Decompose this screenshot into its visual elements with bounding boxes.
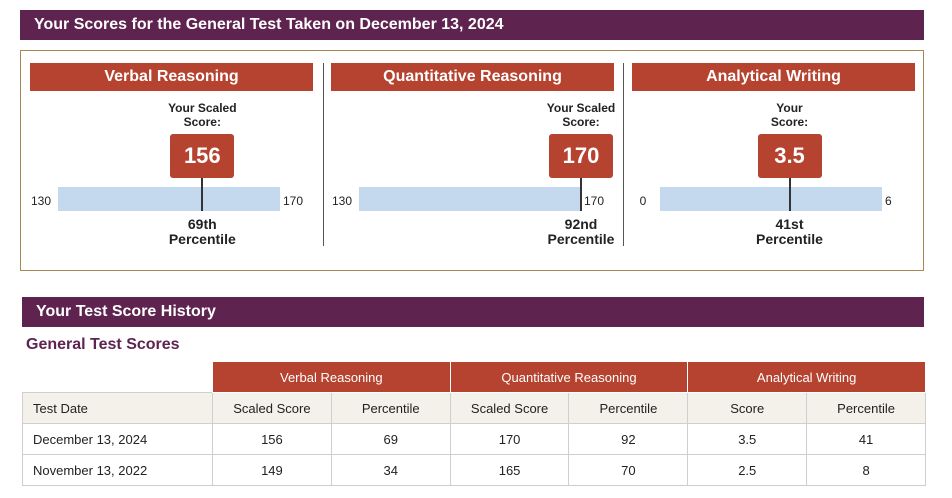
column-header: Scaled Score	[212, 392, 332, 424]
scale-max: 170	[283, 194, 304, 208]
percentile-label: Percentile	[547, 231, 615, 247]
score-marker	[580, 178, 582, 211]
column-header: Percentile	[330, 392, 451, 424]
column-header: Test Date	[22, 392, 213, 424]
separator	[623, 63, 624, 246]
score-box: 156	[170, 134, 235, 178]
score-marker	[201, 178, 204, 211]
column-header: Scaled Score	[449, 392, 570, 424]
score-marker	[788, 178, 791, 211]
score-label: Your Scaled	[168, 101, 237, 115]
score-label: Score:	[770, 115, 809, 129]
group-header: Analytical Writing	[687, 361, 926, 393]
table-cell: 8	[806, 454, 926, 486]
column-header: Percentile	[568, 392, 689, 424]
group-header: Quantitative Reasoning	[449, 361, 689, 393]
percentile: 41st	[775, 216, 804, 232]
percentile-label: Percentile	[756, 231, 823, 247]
scale-bar	[58, 187, 280, 211]
group-row: Verbal Reasoning Quantitative Reasoning An…	[23, 361, 926, 393]
scale-min: 130	[331, 194, 353, 208]
table-cell: 165	[449, 454, 570, 486]
section-header: Quantitative Reasoning	[331, 63, 614, 91]
table-row: December 13, 2024 156 69 170 92 3.5 41	[22, 423, 926, 455]
scale-min: 130	[30, 194, 52, 208]
percentile: 69th	[187, 216, 217, 232]
column-header: Score	[687, 392, 808, 424]
table-row: November 13, 2022 149 34 165 70 2.5 8	[22, 454, 926, 486]
header-bar: Your Scores for the General Test Taken o…	[20, 10, 924, 40]
history-table: Verbal Reasoning Quantitative Reasoning An…	[22, 361, 926, 486]
score-label: Your Scaled	[546, 101, 616, 115]
table-cell: 70	[568, 454, 689, 486]
scale-max: 170	[584, 194, 605, 208]
history-bar: Your Test Score History	[22, 297, 924, 327]
group-header: Verbal Reasoning	[212, 361, 451, 393]
history-subtitle: General Test Scores	[26, 336, 180, 353]
separator	[323, 63, 324, 246]
percentile: 92nd	[564, 216, 598, 232]
table-cell: 170	[449, 423, 570, 455]
column-header: Percentile	[806, 392, 926, 424]
table-cell: 149	[212, 454, 332, 486]
scores-box	[20, 50, 924, 271]
score-label: Score:	[183, 115, 221, 129]
scale-min: 0	[639, 194, 647, 208]
table-cell: 92	[568, 423, 689, 455]
score-label: Your	[776, 101, 803, 115]
score-box: 3.5	[757, 134, 822, 178]
scale-bar	[359, 187, 581, 211]
table-cell: 156	[212, 423, 332, 455]
table-cell: 3.5	[687, 423, 808, 455]
table-cell: November 13, 2022	[22, 454, 213, 486]
scale-max: 6	[885, 194, 892, 208]
table-cell: December 13, 2024	[22, 423, 213, 455]
table-cell: 2.5	[687, 454, 808, 486]
table-cell: 34	[330, 454, 451, 486]
section-header: Analytical Writing	[632, 63, 915, 91]
section-header: Verbal Reasoning	[30, 63, 313, 91]
table-cell: 69	[330, 423, 451, 455]
percentile-label: Percentile	[168, 231, 236, 247]
score-label: Score:	[562, 115, 600, 129]
scale-bar	[660, 187, 882, 211]
table-cell: 41	[806, 423, 926, 455]
column-row: Test Date Scaled Score Percentile Scaled Sc…	[22, 392, 926, 424]
blank-cell	[23, 362, 213, 393]
score-box: 170	[549, 134, 613, 178]
